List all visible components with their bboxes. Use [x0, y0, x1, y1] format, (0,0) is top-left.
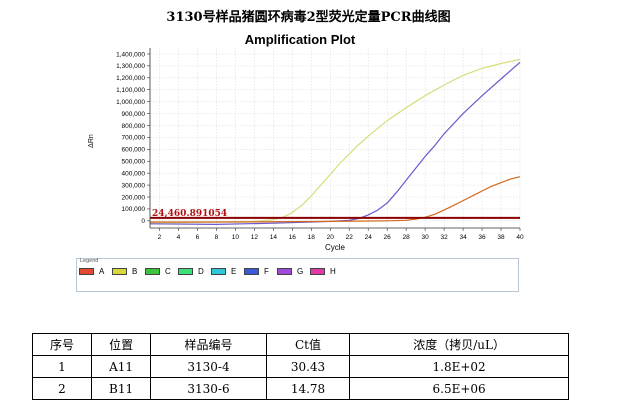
x-tick-label: 2 — [158, 234, 162, 241]
legend-caption: Legend — [80, 258, 99, 264]
legend-item-F: F — [244, 267, 277, 276]
x-tick-label: 12 — [251, 234, 259, 241]
header-index: 序号 — [32, 333, 92, 356]
y-tick-label: 900,000 — [122, 111, 146, 118]
axes: 2 4 6 8 10 12 14 16 18 20 22 24 26 28 30 32 34 36 38 400100… — [116, 48, 524, 241]
legend-items: A B C D E F G H — [79, 267, 343, 276]
x-tick-label: 4 — [177, 234, 181, 241]
y-tick-label: 0 — [141, 218, 145, 225]
legend-item-B: B — [112, 267, 145, 276]
header-concentration: 浓度（拷贝/uL） — [349, 333, 569, 356]
x-tick-label: 6 — [196, 234, 200, 241]
y-tick-label: 1,100,000 — [116, 87, 145, 94]
legend-swatch — [145, 268, 160, 275]
legend-item-C: C — [145, 267, 178, 276]
cell-position: A11 — [90, 355, 152, 378]
y-tick-label: 400,000 — [122, 170, 146, 177]
x-tick-label: 38 — [497, 234, 505, 241]
table-header-row: 序号 位置 样品编号 Ct值 浓度（拷贝/uL） — [32, 333, 569, 356]
legend-label: D — [198, 267, 204, 276]
y-axis-label: ΔRn — [88, 134, 95, 148]
x-tick-label: 26 — [384, 234, 392, 241]
legend-swatch — [211, 268, 226, 275]
legend-label: F — [264, 267, 269, 276]
y-tick-label: 300,000 — [122, 182, 146, 189]
header-sample-id: 样品编号 — [150, 333, 267, 356]
cell-sample-id: 3130-6 — [150, 377, 267, 400]
cell-index: 1 — [32, 355, 92, 378]
legend-label: G — [297, 267, 304, 276]
legend-item-A: A — [79, 267, 112, 276]
y-tick-label: 500,000 — [122, 159, 146, 166]
results-table: 序号 位置 样品编号 Ct值 浓度（拷贝/uL） 1 A11 3130-4 30… — [32, 333, 569, 400]
legend-item-E: E — [211, 267, 244, 276]
x-tick-label: 32 — [440, 234, 448, 241]
table-row: 1 A11 3130-4 30.43 1.8E+02 — [32, 355, 569, 378]
x-axis-label: Cycle — [325, 243, 346, 252]
legend-swatch — [244, 268, 259, 275]
series-lines: 24,460.891054 — [149, 58, 521, 226]
legend-swatch — [178, 268, 193, 275]
x-tick-label: 20 — [327, 234, 335, 241]
y-tick-label: 600,000 — [122, 147, 146, 154]
x-tick-label: 34 — [459, 234, 467, 241]
amplification-plot: 24,460.891054 2 4 6 8 10 12 14 16 18 20 22 24 26 28 30… — [88, 48, 524, 252]
y-tick-label: 800,000 — [122, 123, 146, 130]
legend-swatch — [277, 268, 292, 275]
table-row: 2 B11 3130-6 14.78 6.5E+06 — [32, 377, 569, 400]
x-tick-label: 14 — [270, 234, 278, 241]
series-line-B — [150, 58, 521, 224]
legend-swatch — [310, 268, 325, 275]
y-tick-label: 1,300,000 — [116, 63, 145, 70]
y-tick-label: 200,000 — [122, 194, 146, 201]
cell-concentration: 1.8E+02 — [349, 355, 569, 378]
y-tick-label: 1,200,000 — [116, 75, 145, 82]
legend-label: B — [132, 267, 138, 276]
y-tick-label: 1,000,000 — [116, 99, 145, 106]
series-line-A — [150, 176, 521, 223]
cell-sample-id: 3130-4 — [150, 355, 267, 378]
x-tick-label: 18 — [308, 234, 316, 241]
legend-label: H — [330, 267, 336, 276]
x-tick-label: 28 — [403, 234, 411, 241]
y-tick-label: 100,000 — [122, 206, 146, 213]
cell-ct: 30.43 — [265, 355, 351, 378]
cell-position: B11 — [90, 377, 152, 400]
x-tick-label: 10 — [232, 234, 240, 241]
legend-label: E — [231, 267, 237, 276]
header-ct: Ct值 — [265, 333, 351, 356]
x-tick-label: 40 — [516, 234, 524, 241]
legend-swatch — [112, 268, 127, 275]
x-tick-label: 16 — [289, 234, 297, 241]
legend-label: A — [99, 267, 105, 276]
threshold-label: 24,460.891054 — [152, 209, 227, 219]
legend-item-G: G — [277, 267, 310, 276]
y-tick-label: 1,400,000 — [116, 51, 145, 58]
x-tick-label: 30 — [422, 234, 430, 241]
cell-index: 2 — [32, 377, 92, 400]
legend: Legend A B C D E F G H — [76, 258, 519, 292]
cell-ct: 14.78 — [265, 377, 351, 400]
cell-concentration: 6.5E+06 — [349, 377, 569, 400]
legend-item-H: H — [310, 267, 343, 276]
legend-swatch — [79, 268, 94, 275]
legend-label: C — [165, 267, 171, 276]
x-tick-label: 8 — [215, 234, 219, 241]
header-position: 位置 — [90, 333, 152, 356]
chart-title: Amplification Plot — [244, 32, 356, 47]
legend-item-D: D — [178, 267, 211, 276]
document-title: 3130号样品猪圆环病毒2型荧光定量PCR曲线图 — [166, 10, 451, 25]
y-tick-label: 700,000 — [122, 135, 146, 142]
x-tick-label: 24 — [365, 234, 373, 241]
x-tick-label: 36 — [478, 234, 486, 241]
x-tick-label: 22 — [346, 234, 354, 241]
